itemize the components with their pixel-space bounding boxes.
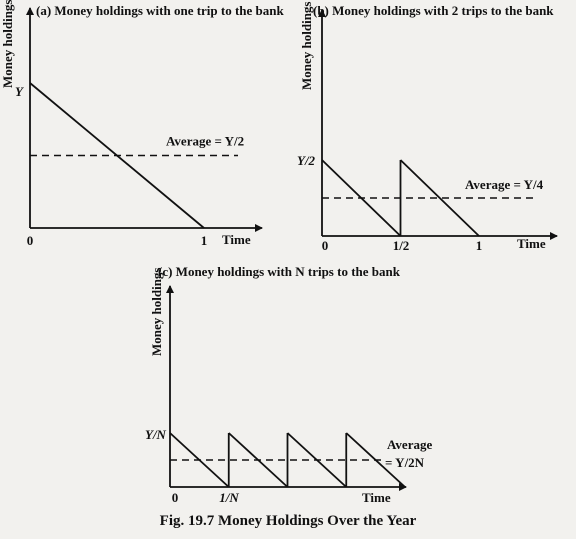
panel-c-average-label-2: = Y/2N xyxy=(385,455,425,470)
panel-b-money-line-2 xyxy=(399,159,480,237)
panel-c-xtick-0: 0 xyxy=(172,490,179,505)
panel-a: (a) Money holdings with one trip to the … xyxy=(0,0,285,248)
panel-b-xtick-0: 0 xyxy=(322,238,329,253)
panel-c-average-label: Average xyxy=(387,437,432,452)
panel-c-ylabel: Money holdings xyxy=(149,268,164,357)
panel-a-ytick-Y: Y xyxy=(15,84,24,99)
panel-a-title: (a) Money holdings with one trip to the … xyxy=(36,3,285,18)
panel-a-ylabel: Money holdings xyxy=(0,0,15,88)
panel-c-xtick-1N: 1/N xyxy=(219,490,239,505)
panel-c-xlabel: Time xyxy=(362,490,391,505)
panel-c: (c) Money holdings with N trips to the b… xyxy=(145,264,432,505)
panel-b-xtick-1: 1 xyxy=(476,238,483,253)
panel-b-xlabel: Time xyxy=(517,236,546,251)
panel-b-title: (b) Money holdings with 2 trips to the b… xyxy=(313,3,554,18)
panel-b-ylabel: Money holdings xyxy=(299,2,314,91)
panel-a-xtick-0: 0 xyxy=(27,233,34,248)
panel-b-ytick-Y2: Y/2 xyxy=(297,153,316,168)
panel-b: (b) Money holdings with 2 trips to the b… xyxy=(297,2,558,253)
figure-caption: Fig. 19.7 Money Holdings Over the Year xyxy=(159,513,417,529)
panel-b-xtick-half: 1/2 xyxy=(393,238,410,253)
panel-c-title: (c) Money holdings with N trips to the b… xyxy=(158,264,401,279)
panel-b-average-label: Average = Y/4 xyxy=(465,177,544,192)
panel-a-xlabel: Time xyxy=(222,232,251,247)
panel-a-average-label: Average = Y/2 xyxy=(166,134,244,149)
panel-a-xtick-1: 1 xyxy=(201,233,208,248)
panel-c-ytick-YN: Y/N xyxy=(145,427,167,442)
